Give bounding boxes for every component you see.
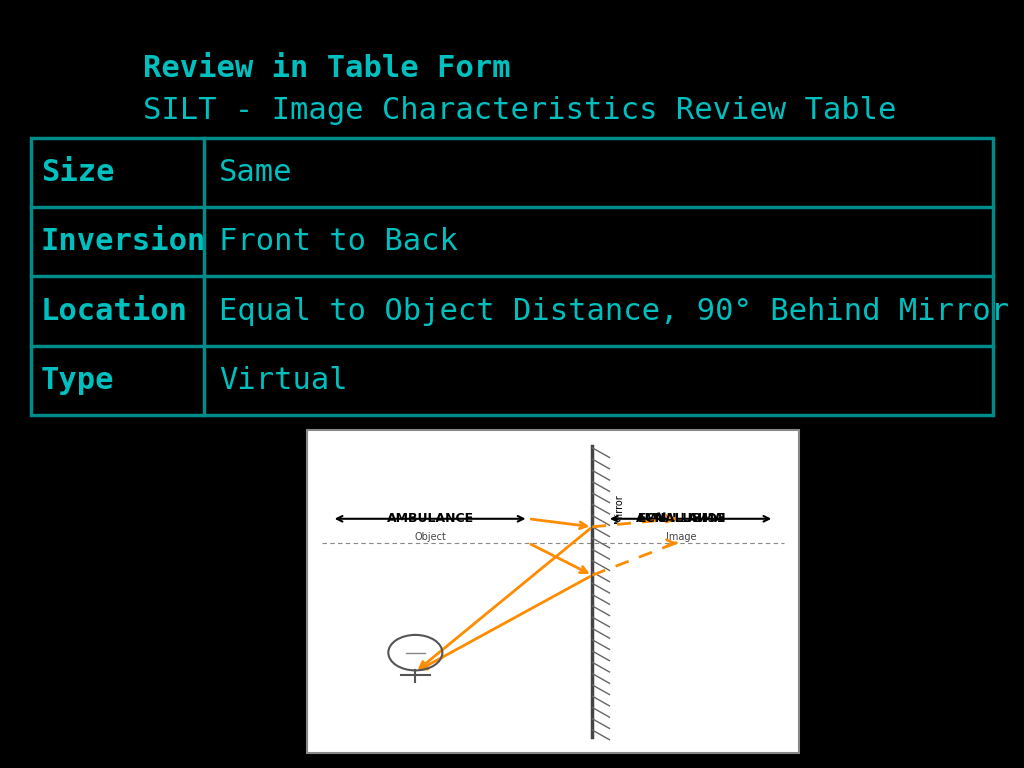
Bar — [31, 138, 993, 415]
Text: Location: Location — [41, 296, 188, 326]
Text: Type: Type — [41, 366, 115, 395]
Text: ECNALUBMA: ECNALUBMA — [638, 512, 724, 525]
Text: Equal to Object Distance, 90° Behind Mirror: Equal to Object Distance, 90° Behind Mir… — [219, 296, 1010, 326]
Text: Mirror: Mirror — [614, 495, 625, 523]
Text: AMBULANCE: AMBULANCE — [386, 512, 474, 525]
Text: Virtual: Virtual — [219, 366, 348, 395]
Text: Inversion: Inversion — [41, 227, 206, 257]
Text: Review in Table Form: Review in Table Form — [143, 54, 511, 83]
Text: Object: Object — [414, 531, 446, 541]
Text: Size: Size — [41, 158, 115, 187]
Text: Same: Same — [219, 158, 293, 187]
Text: AMꓤU⊥AИƆƎ: AMꓤU⊥AИƆƎ — [636, 512, 726, 525]
Bar — [307, 430, 799, 753]
Text: SILT - Image Characteristics Review Table: SILT - Image Characteristics Review Tabl… — [143, 96, 897, 125]
Text: Front to Back: Front to Back — [219, 227, 458, 257]
Text: Image: Image — [666, 531, 696, 541]
